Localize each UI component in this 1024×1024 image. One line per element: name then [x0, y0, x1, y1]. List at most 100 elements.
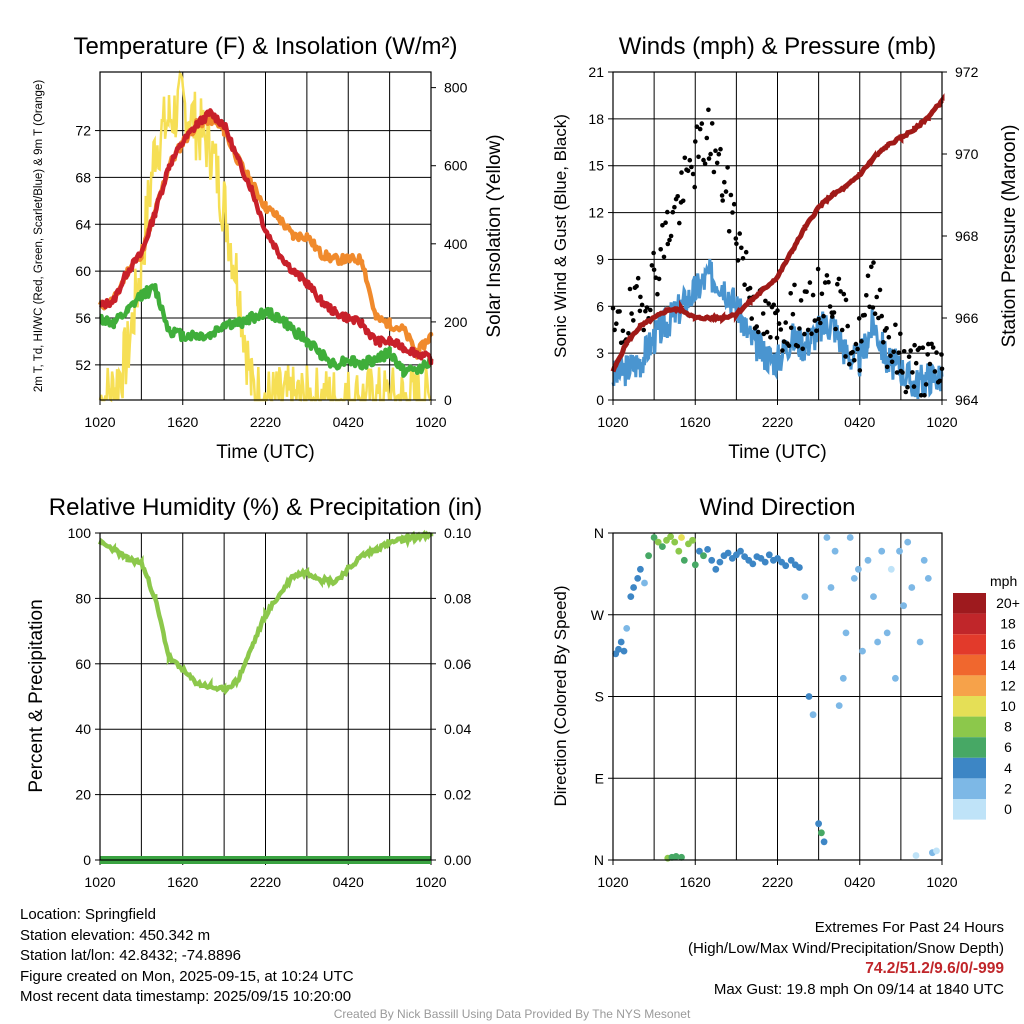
gust-point — [692, 184, 697, 190]
gust-point — [783, 320, 788, 325]
gust-point — [852, 358, 857, 363]
gust-point — [711, 169, 717, 175]
direction-point — [765, 551, 773, 559]
y2-tick-label: 968 — [955, 228, 979, 244]
gust-point — [627, 286, 633, 292]
y-tick-label: 20 — [75, 787, 91, 803]
y2-tick-label: 0 — [444, 392, 452, 408]
gust-point — [870, 305, 876, 310]
gust-point — [702, 161, 708, 166]
gust-point — [675, 194, 680, 199]
gust-point — [658, 247, 663, 252]
x-tick-label: 1620 — [680, 414, 711, 430]
gust-point — [821, 313, 826, 319]
direction-point — [887, 565, 895, 573]
y-tick-label: 9 — [596, 251, 604, 267]
x-tick-label: 0420 — [844, 874, 875, 890]
y-tick-label: E — [595, 770, 604, 786]
extremes-box: Extremes For Past 24 Hours (High/Low/Max… — [688, 918, 1004, 1000]
direction-point — [637, 565, 644, 573]
gust-point — [643, 308, 648, 314]
x-tick-label: 1020 — [415, 414, 446, 430]
x-tick-label: 1620 — [680, 874, 711, 890]
legend-swatch — [953, 799, 986, 820]
plot-border — [99, 71, 432, 401]
gust-point — [918, 393, 924, 398]
gust-point — [672, 204, 677, 210]
chart-title-3: Relative Humidity (%) & Precipitation (i… — [49, 494, 482, 521]
x-tick-label: 0420 — [333, 874, 364, 890]
direction-point — [933, 847, 940, 855]
direction-point — [671, 538, 679, 546]
gust-point — [749, 316, 754, 321]
legend-label: 12 — [1000, 677, 1016, 693]
gust-point — [872, 311, 878, 317]
gust-point — [836, 276, 842, 282]
gust-point — [912, 342, 917, 348]
y2-tick-label: 0.10 — [444, 525, 471, 541]
x-axis-label: Time (UTC) — [216, 442, 315, 463]
gust-point — [788, 325, 794, 331]
gust-point — [898, 331, 903, 337]
gust-point — [656, 276, 662, 282]
gust-point — [819, 291, 825, 297]
gust-point — [706, 107, 711, 113]
gust-point — [847, 361, 852, 367]
gust-point — [764, 329, 770, 335]
direction-point — [672, 853, 680, 860]
latlon-text: Station lat/lon: 42.8432; -74.8896 — [20, 947, 242, 964]
gust-point — [824, 273, 830, 278]
gust-point — [682, 155, 688, 161]
gust-point — [713, 148, 718, 153]
max-gust-text: Max Gust: 19.8 mph On 09/14 at 1840 UTC — [713, 980, 1004, 998]
y-tick-label: 18 — [588, 111, 604, 127]
direction-point — [678, 534, 685, 541]
gust-point — [903, 389, 909, 395]
direction-point — [896, 547, 903, 555]
gust-point — [804, 289, 809, 295]
gust-point — [901, 349, 907, 354]
direction-point — [815, 820, 822, 828]
plot-border — [612, 532, 943, 861]
y-axis-label: Direction (Colored By Speed) — [551, 585, 570, 806]
gust-point — [894, 370, 900, 375]
x-tick-label: 2220 — [250, 414, 281, 430]
y-tick-label: 3 — [596, 345, 604, 361]
y2-tick-label: 0.02 — [444, 787, 471, 803]
direction-point — [878, 547, 886, 555]
direction-point — [796, 564, 803, 571]
x-tick-label: 1620 — [167, 414, 198, 430]
direction-point — [864, 556, 872, 564]
gust-point — [661, 254, 667, 260]
direction-point — [617, 638, 625, 646]
gust-point — [775, 308, 780, 313]
gust-point — [934, 350, 939, 355]
gust-point — [881, 340, 886, 345]
gust-point — [739, 245, 744, 251]
gust-point — [815, 266, 821, 272]
elevation-text: Station elevation: 450.342 m — [20, 926, 211, 944]
gust-point — [862, 312, 867, 318]
direction-point — [850, 575, 858, 582]
gust-point — [701, 157, 706, 163]
y-tick-label: 100 — [68, 525, 92, 541]
gust-point — [932, 369, 938, 374]
gust-point — [680, 198, 686, 204]
plot-border — [99, 532, 432, 861]
direction-point — [737, 547, 744, 555]
gust-point — [670, 209, 676, 215]
y-tick-label: 80 — [75, 590, 91, 606]
gust-point — [797, 326, 802, 331]
direction-point — [689, 536, 696, 544]
gust-point — [826, 279, 831, 285]
direction-point — [805, 693, 813, 700]
y-tick-label: 52 — [75, 357, 91, 373]
series-line-dewpoint — [99, 283, 434, 378]
gust-point — [706, 156, 712, 161]
x-tick-label: 1020 — [84, 414, 115, 430]
gust-point — [651, 267, 657, 273]
gust-point — [734, 241, 739, 246]
direction-point — [761, 558, 769, 566]
series-line-temperature — [98, 108, 434, 366]
gust-point — [641, 327, 646, 333]
